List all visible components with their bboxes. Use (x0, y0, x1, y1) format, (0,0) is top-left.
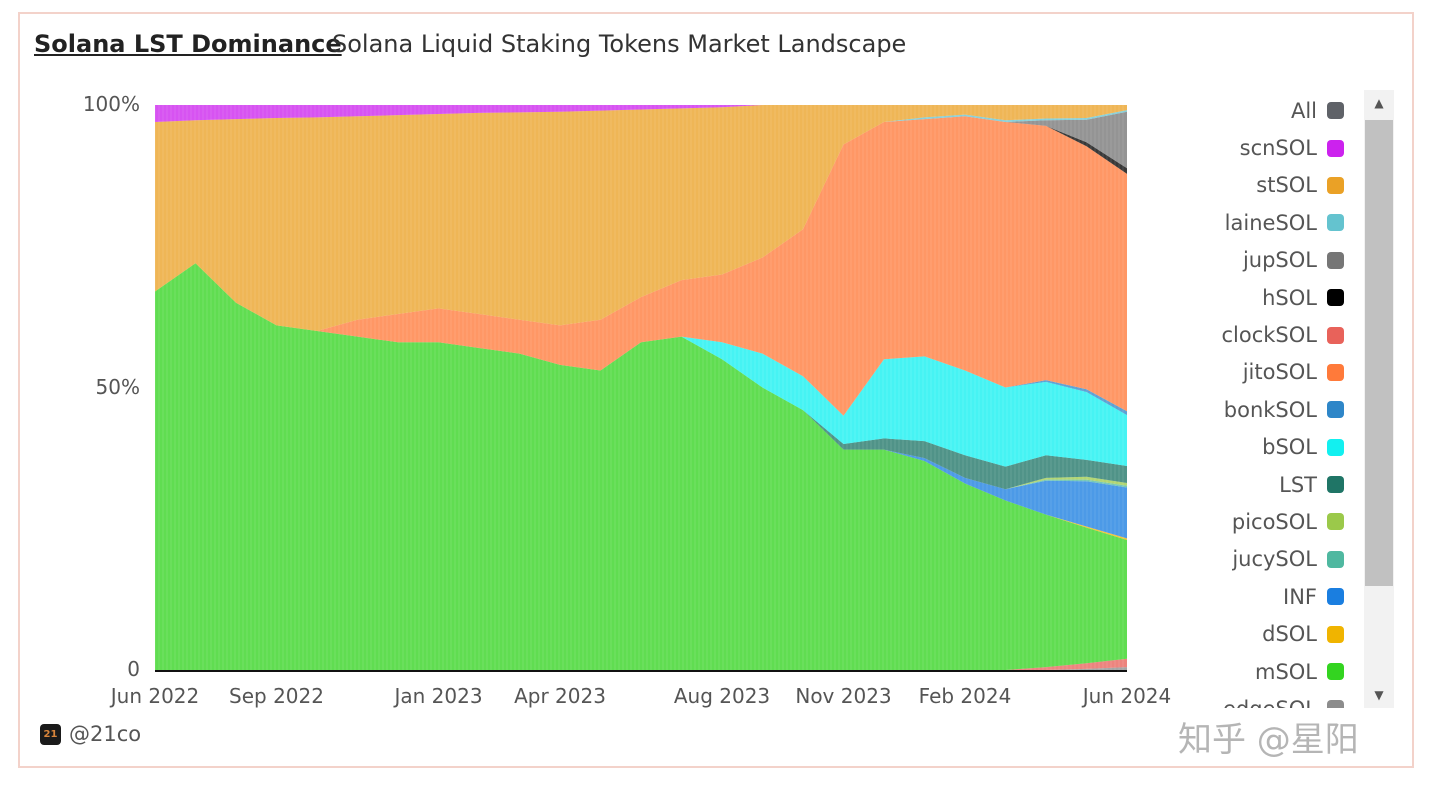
legend-label: mSOL (1254, 659, 1317, 684)
y-tick-label: 100% (82, 92, 140, 116)
legend-label: All (1290, 98, 1317, 123)
legend-label: laineSOL (1224, 210, 1317, 235)
legend-item-clockSOL[interactable]: clockSOL (1124, 316, 1344, 353)
legend-swatch-icon (1327, 700, 1344, 708)
legend-swatch-icon (1327, 214, 1344, 232)
legend-item-All[interactable]: All (1124, 92, 1344, 129)
legend-label: stSOL (1256, 173, 1317, 198)
scrollbar-thumb[interactable] (1365, 120, 1393, 586)
legend-swatch-icon (1327, 438, 1344, 456)
legend-item-edgeSOL[interactable]: edgeSOL (1124, 690, 1344, 708)
legend: All scnSOL stSOL laineSOL jupSOL hSOL clockSOL… (1124, 92, 1344, 708)
legend-label: edgeSOL (1223, 697, 1317, 708)
legend-item-dSOL[interactable]: dSOL (1124, 615, 1344, 652)
area-scnSOL[interactable] (155, 105, 1127, 122)
chart-subtitle: Solana Liquid Staking Tokens Market Land… (332, 30, 907, 58)
legend-swatch-icon (1327, 588, 1344, 606)
legend-swatch-icon (1327, 401, 1344, 419)
legend-item-bonkSOL[interactable]: bonkSOL (1124, 391, 1344, 428)
watermark: 知乎 @星阳 (1178, 720, 1359, 760)
legend-swatch-icon (1327, 102, 1344, 120)
y-tick-label: 50% (95, 374, 140, 399)
legend-label: LST (1279, 472, 1317, 497)
y-tick-label: 0 (127, 657, 140, 681)
area-mSOL[interactable] (155, 263, 1127, 670)
author-logo-icon: 21 (40, 723, 61, 745)
legend-label: hSOL (1262, 285, 1317, 310)
legend-item-INF[interactable]: INF (1124, 578, 1344, 615)
legend-swatch-icon (1327, 289, 1344, 307)
legend-swatch-icon (1327, 251, 1344, 269)
legend-item-stSOL[interactable]: stSOL (1124, 167, 1344, 204)
x-tick-label: Aug 2023 (673, 684, 771, 708)
legend-label: bonkSOL (1223, 397, 1317, 422)
legend-item-LST[interactable]: LST (1124, 466, 1344, 503)
legend-swatch-icon (1327, 139, 1344, 157)
area-LST[interactable] (155, 263, 1127, 490)
legend-swatch-icon (1327, 550, 1344, 568)
x-tick-label: Jun 2022 (110, 684, 200, 708)
legend-item-jitoSOL[interactable]: jitoSOL (1124, 354, 1344, 391)
legend-swatch-icon (1327, 326, 1344, 344)
x-tick-label: Nov 2023 (795, 684, 892, 708)
area-clockSOL[interactable] (155, 658, 1127, 670)
chart-card (18, 12, 1414, 768)
legend-label: jitoSOL (1242, 360, 1317, 385)
legend-label: jucySOL (1232, 547, 1317, 572)
legend-label: INF (1283, 584, 1317, 609)
legend-swatch-icon (1327, 663, 1344, 681)
area-bSOL[interactable] (155, 263, 1127, 467)
scroll-up-arrow-icon[interactable]: ▲ (1374, 96, 1384, 110)
legend-label: clockSOL (1221, 323, 1318, 348)
area-jitoSOL[interactable] (155, 116, 1127, 416)
legend-label: dSOL (1262, 622, 1317, 647)
legend-swatch-icon (1327, 625, 1344, 643)
legend-item-bSOL[interactable]: bSOL (1124, 429, 1344, 466)
legend-item-laineSOL[interactable]: laineSOL (1124, 204, 1344, 241)
legend-swatch-icon (1327, 176, 1344, 194)
author-handle[interactable]: @21co (69, 722, 142, 746)
legend-label: jupSOL (1242, 248, 1317, 273)
x-tick-label: Sep 2022 (229, 684, 324, 708)
legend-swatch-icon (1327, 513, 1344, 531)
legend-item-scnSOL[interactable]: scnSOL (1124, 129, 1344, 166)
chart-title[interactable]: Solana LST Dominance (34, 30, 342, 58)
legend-item-jucySOL[interactable]: jucySOL (1124, 541, 1344, 578)
legend-item-mSOL[interactable]: mSOL (1124, 653, 1344, 690)
area-stSOL[interactable] (155, 105, 1127, 331)
x-tick-label: Feb 2024 (918, 684, 1012, 708)
legend-item-hSOL[interactable]: hSOL (1124, 279, 1344, 316)
legend-item-picoSOL[interactable]: picoSOL (1124, 503, 1344, 540)
author-credit[interactable]: 21 @21co (40, 722, 141, 746)
legend-scrollbar[interactable]: ▲ ▼ (1364, 90, 1394, 708)
legend-swatch-icon (1327, 476, 1344, 494)
x-tick-label: Jan 2023 (394, 684, 483, 708)
legend-label: picoSOL (1231, 509, 1317, 534)
legend-swatch-icon (1327, 363, 1344, 381)
legend-label: bSOL (1262, 435, 1317, 460)
scroll-down-arrow-icon[interactable]: ▼ (1374, 688, 1384, 702)
legend-label: scnSOL (1239, 136, 1317, 161)
legend-item-jupSOL[interactable]: jupSOL (1124, 242, 1344, 279)
x-tick-label: Apr 2023 (514, 684, 606, 708)
x-tick-label: Jun 2024 (1082, 684, 1172, 708)
